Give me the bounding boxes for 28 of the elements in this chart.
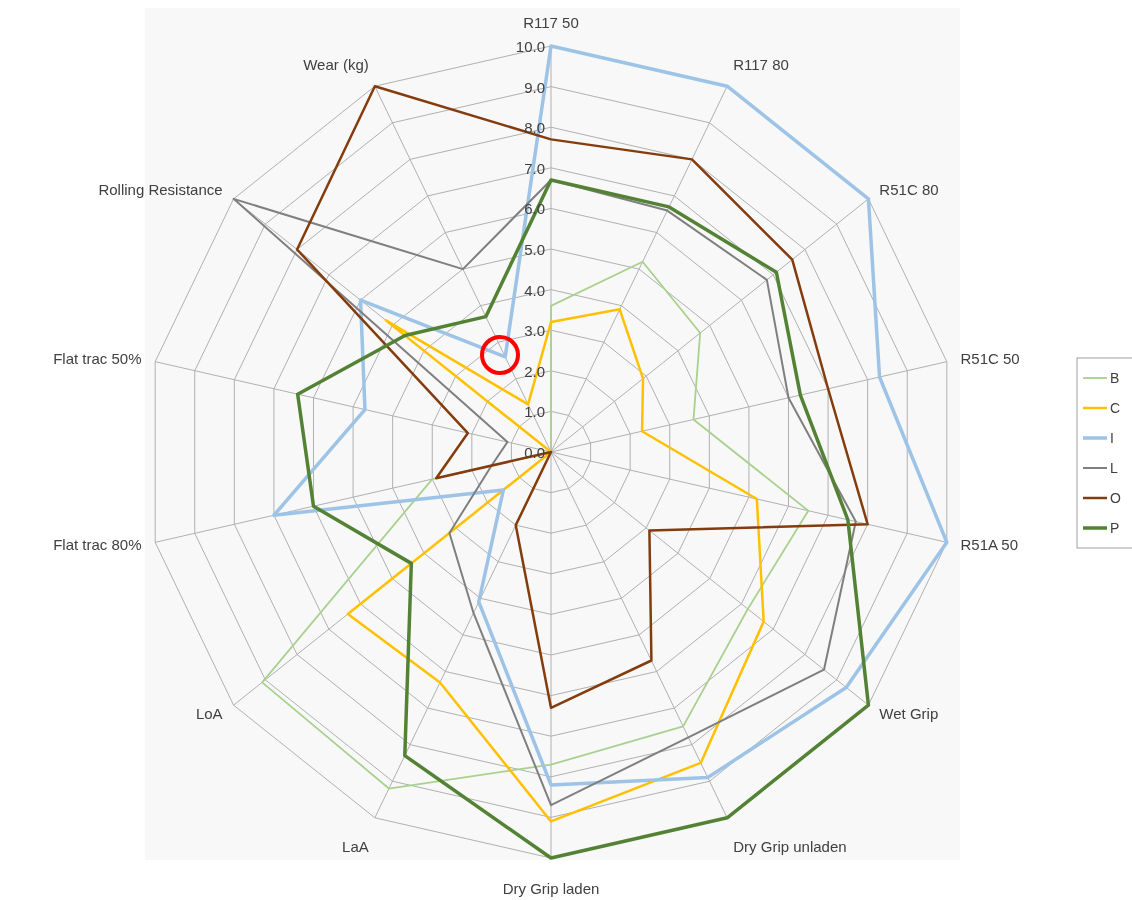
legend-label: I bbox=[1110, 430, 1114, 446]
spoke-label: Wear (kg) bbox=[303, 55, 369, 73]
y-tick-label: 9.0 bbox=[524, 78, 545, 96]
spoke-label: Rolling Resistance bbox=[98, 181, 223, 199]
legend-label: B bbox=[1110, 370, 1120, 386]
spoke-label: R117 50 bbox=[523, 14, 579, 31]
spoke-label: R51A 50 bbox=[960, 536, 1019, 554]
legend-label: P bbox=[1110, 520, 1120, 536]
y-tick-label: 4.0 bbox=[524, 281, 545, 299]
y-tick-label: 8.0 bbox=[524, 119, 545, 137]
spoke-label: R117 80 bbox=[733, 55, 789, 73]
spoke-label: Wet Grip bbox=[879, 704, 939, 722]
y-tick-label: 5.0 bbox=[524, 241, 545, 258]
spoke-label: Flat trac 80% bbox=[53, 536, 142, 554]
spoke-label: R51C 50 bbox=[960, 349, 1020, 367]
spoke-label: LoA bbox=[195, 704, 223, 722]
legend-label: O bbox=[1110, 490, 1121, 506]
y-tick-label: 10.0 bbox=[515, 38, 545, 55]
spoke-label: Dry Grip unladen bbox=[733, 838, 847, 856]
legend-label: C bbox=[1110, 400, 1121, 416]
y-tick-label: 1.0 bbox=[524, 403, 545, 421]
spoke-label: R51C 80 bbox=[879, 181, 939, 199]
spoke-label: Dry Grip laden bbox=[502, 880, 600, 897]
y-tick-label: 7.0 bbox=[524, 159, 545, 177]
legend-label: L bbox=[1110, 460, 1118, 476]
spoke-label: LaA bbox=[342, 838, 369, 856]
spoke-label: Flat trac 50% bbox=[53, 349, 142, 367]
y-tick-label: 3.0 bbox=[524, 322, 545, 340]
